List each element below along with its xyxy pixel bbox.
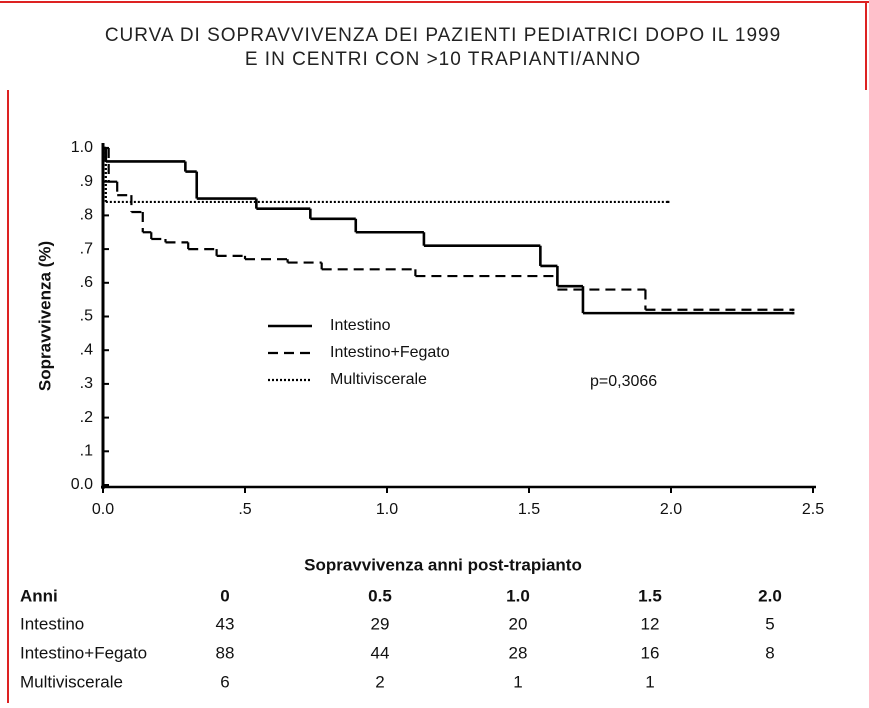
x-tick-label: 1.5 [518, 501, 540, 518]
y-tick-label: .5 [80, 308, 93, 325]
y-tick-label: 0.0 [71, 476, 93, 493]
table-cell: 1 [513, 672, 522, 691]
x-tick-label: 1.0 [376, 501, 398, 518]
legend-label: Intestino+Fegato [330, 344, 450, 361]
table-cell: 28 [509, 643, 528, 662]
table-cell: 12 [641, 614, 660, 633]
x-tick-label: 2.5 [802, 501, 824, 518]
table-cell: 5 [765, 614, 774, 633]
x-tick-label: 2.0 [660, 501, 682, 518]
table-cell: 2 [375, 672, 384, 691]
y-tick-label: .2 [80, 409, 93, 426]
y-tick-label: 1.0 [71, 139, 93, 156]
table-title: Sopravvivenza anni post-trapianto [304, 555, 582, 574]
y-tick-label: .9 [80, 173, 93, 190]
table-header: 1.5 [638, 586, 662, 605]
x-tick-label: .5 [238, 501, 251, 518]
table-header: 2.0 [758, 586, 782, 605]
table-row-label: Multiviscerale [20, 672, 123, 691]
y-tick-label: .1 [80, 443, 93, 460]
y-axis-label: Sopravvivenza (%) [35, 241, 54, 391]
table-header: 0 [220, 586, 229, 605]
table-cell: 20 [509, 614, 528, 633]
x-tick-label: 0.0 [92, 501, 114, 518]
legend-label: Multiviscerale [330, 371, 427, 388]
table-row-label: Intestino+Fegato [20, 643, 147, 662]
table-cell: 44 [371, 643, 390, 662]
table-header: 1.0 [506, 586, 530, 605]
table-cell: 88 [216, 643, 235, 662]
table-cell: 8 [765, 643, 774, 662]
table-cell: 1 [645, 672, 654, 691]
annotation: p=0,3066 [590, 373, 657, 390]
legend-label: Intestino [330, 317, 391, 334]
table-cell: 29 [371, 614, 390, 633]
y-tick-label: .4 [80, 341, 93, 358]
table-cell: 6 [220, 672, 229, 691]
table-cell: 16 [641, 643, 660, 662]
y-tick-label: .6 [80, 274, 93, 291]
table-header: Anni [20, 586, 58, 605]
table-header: 0.5 [368, 586, 392, 605]
y-tick-label: .8 [80, 207, 93, 224]
y-tick-label: .7 [80, 240, 93, 257]
table-cell: 43 [216, 614, 235, 633]
table-row-label: Intestino [20, 614, 84, 633]
chart-title: CURVA DI SOPRAVVIVENZA DEI PAZIENTI PEDI… [105, 25, 781, 46]
y-tick-label: .3 [80, 375, 93, 392]
chart-title: E IN CENTRI CON >10 TRAPIANTI/ANNO [245, 49, 641, 70]
